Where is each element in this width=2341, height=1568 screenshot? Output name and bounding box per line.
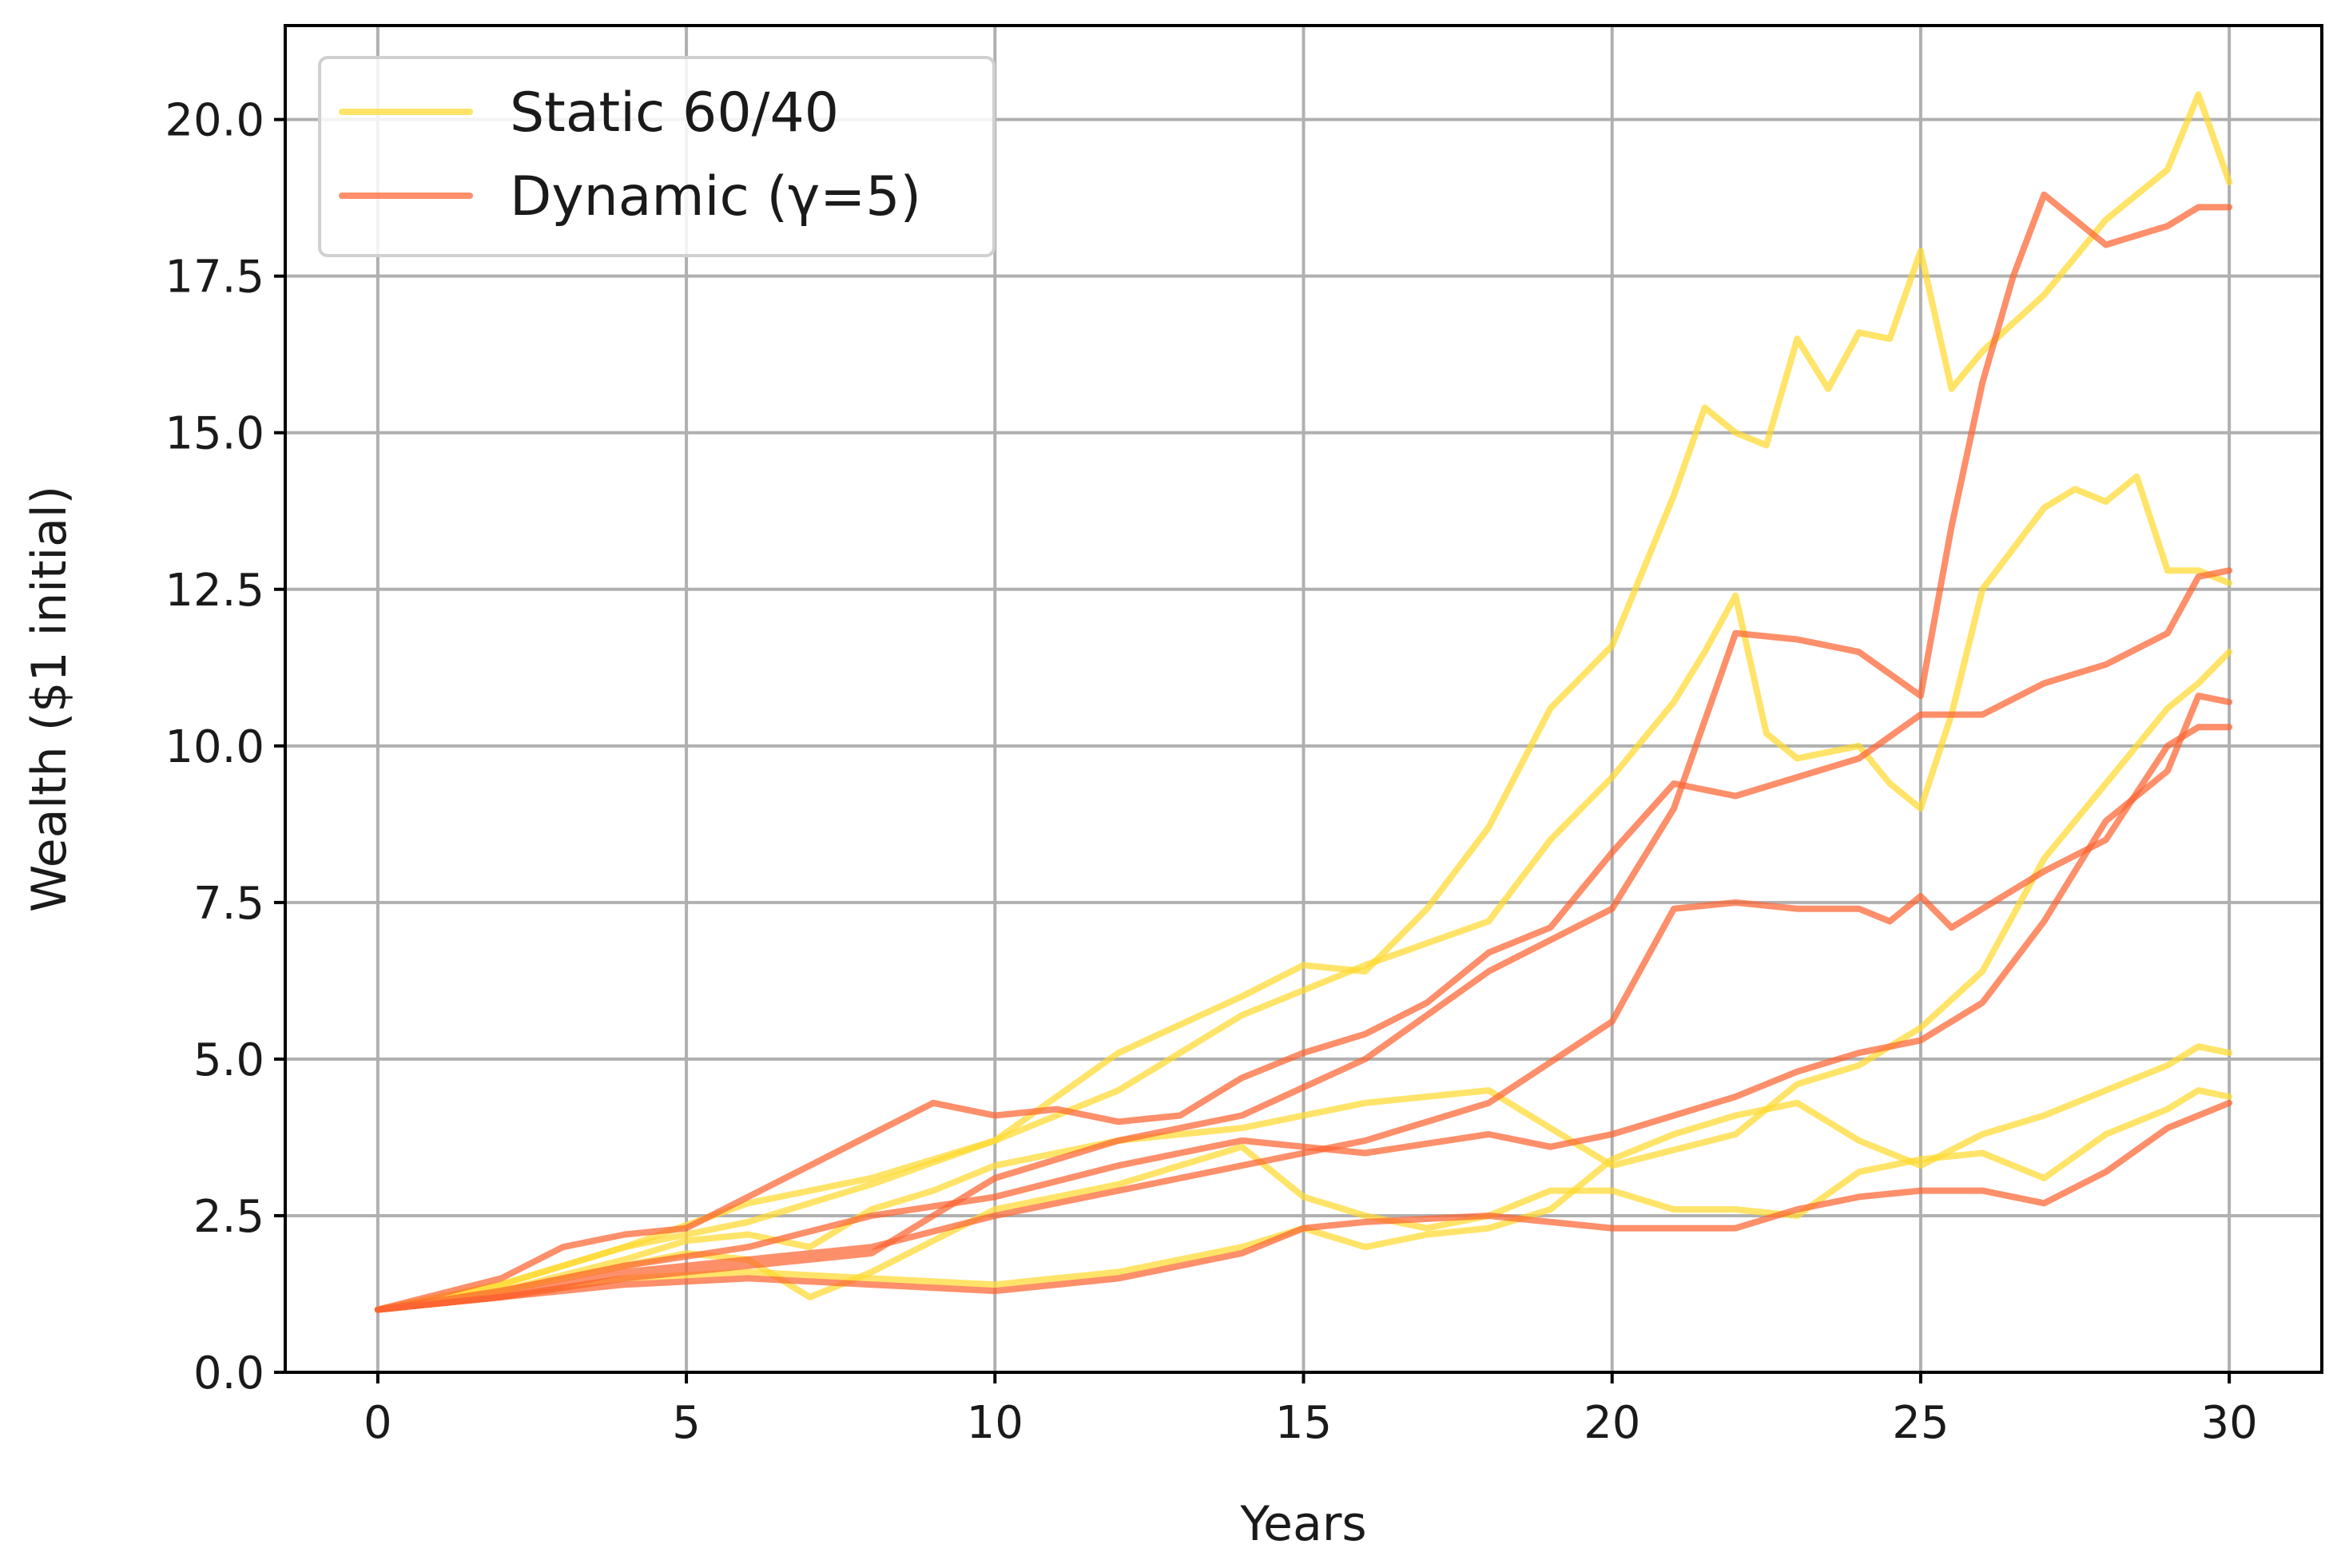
axis-ticks: 0 5 10 15 20 25 30 0.0 2.5 5.0 7.5 10.0 12.5 15.0 17.5…: [165, 95, 2257, 1449]
legend: Static 60/40 Dynamic (γ=5): [318, 56, 996, 257]
series-line-dynamic-9: [374, 693, 2233, 1313]
y-tick-label: 0.0: [193, 1348, 264, 1399]
legend-label-dynamic: Dynamic (γ=5): [510, 165, 921, 228]
series-lines: [374, 91, 2233, 1313]
y-axis-label: Wealth ($1 initial): [22, 486, 78, 912]
y-tick-label: 15.0: [165, 408, 264, 460]
series-line-dynamic-8: [374, 567, 2233, 1313]
series-line-static-3: [374, 649, 2233, 1313]
y-tick-label: 10.0: [165, 721, 264, 773]
y-tick-label: 20.0: [165, 95, 264, 147]
y-tick-label: 17.5: [165, 252, 264, 304]
series-line-static-2: [374, 473, 2233, 1313]
x-tick-label: 20: [1584, 1397, 1640, 1449]
y-tick-label: 5.0: [193, 1034, 264, 1086]
series-line-static-5: [374, 1043, 2233, 1313]
x-tick-label: 25: [1892, 1397, 1949, 1449]
series-line-dynamic-10: [374, 1099, 2233, 1313]
x-tick-label: 15: [1275, 1397, 1332, 1449]
series-line-dynamic-7: [374, 191, 2233, 1313]
legend-label-static: Static 60/40: [510, 81, 839, 145]
y-tick-label: 2.5: [193, 1191, 264, 1243]
x-tick-label: 10: [967, 1397, 1023, 1449]
x-tick-label: 5: [672, 1397, 701, 1449]
x-tick-label: 0: [364, 1397, 392, 1449]
y-tick-label: 7.5: [193, 878, 264, 930]
legend-box: [318, 56, 996, 257]
series-line-dynamic-6: [374, 724, 2233, 1313]
x-axis-label: Years: [1239, 1496, 1366, 1552]
x-tick-label: 30: [2201, 1397, 2258, 1449]
y-tick-label: 12.5: [165, 565, 264, 617]
